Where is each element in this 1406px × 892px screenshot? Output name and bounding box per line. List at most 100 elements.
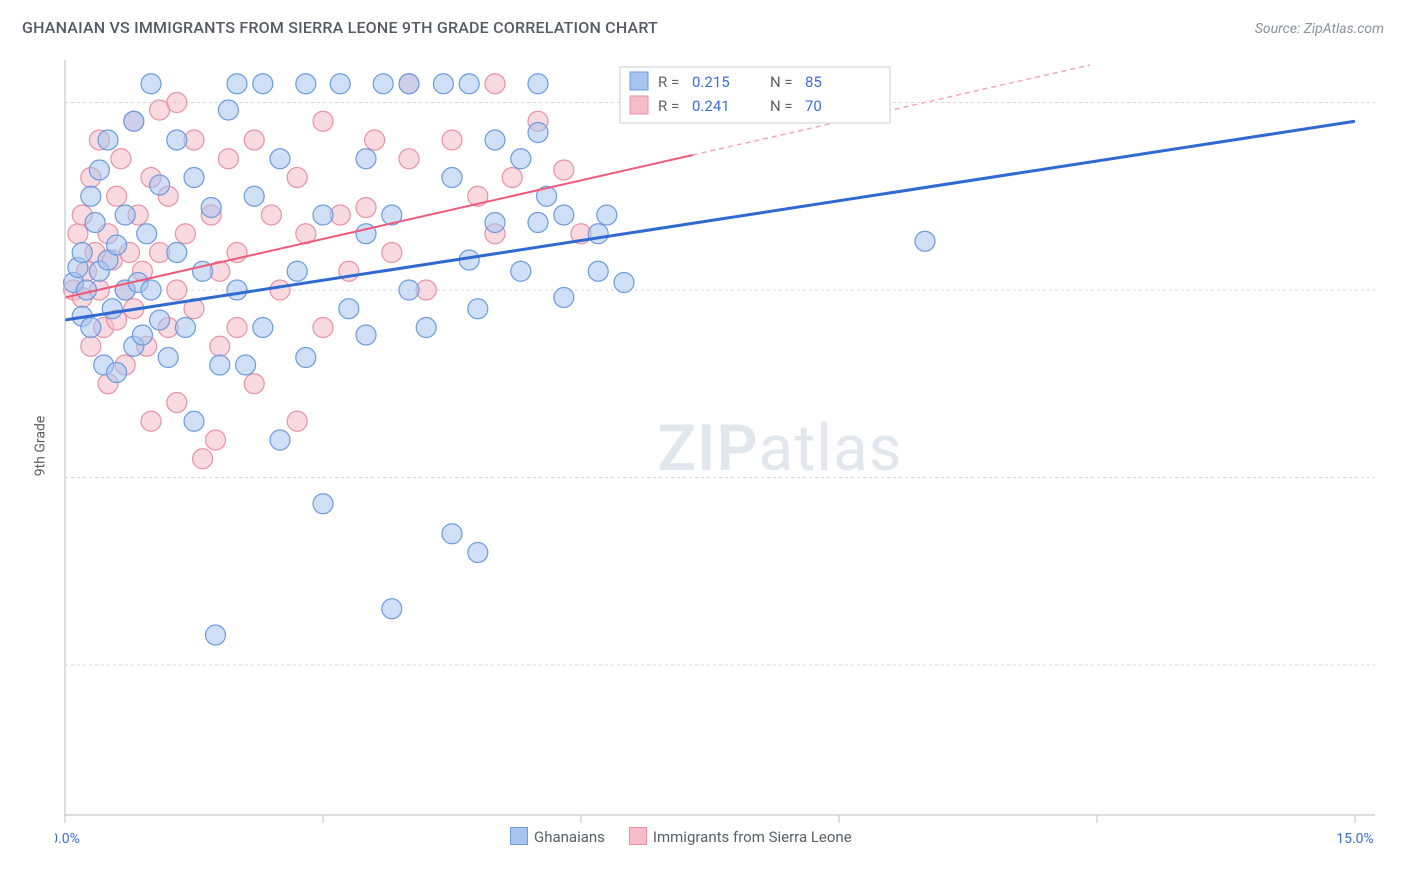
data-point (442, 524, 462, 544)
data-point (175, 224, 195, 244)
data-point (511, 261, 531, 281)
data-point (184, 168, 204, 188)
data-point (468, 543, 488, 563)
data-point (111, 149, 131, 169)
data-point (313, 318, 333, 338)
data-point (365, 130, 385, 150)
data-point (313, 111, 333, 131)
data-point (554, 205, 574, 225)
data-point (72, 243, 92, 263)
legend-swatch (629, 827, 647, 845)
data-point (218, 149, 238, 169)
data-point (102, 299, 122, 319)
source-label: Source: ZipAtlas.com (1255, 21, 1384, 37)
legend-item: Immigrants from Sierra Leone (629, 827, 852, 846)
x-tick-label: 15.0% (1336, 831, 1374, 847)
data-point (253, 74, 273, 94)
data-point (270, 149, 290, 169)
legend-swatch (630, 96, 648, 114)
data-point (107, 186, 127, 206)
data-point (244, 130, 264, 150)
data-point (356, 149, 376, 169)
data-point (77, 280, 97, 300)
legend-item: Ghanaians (510, 827, 605, 846)
data-point (206, 625, 226, 645)
data-point (554, 160, 574, 180)
data-point (137, 224, 157, 244)
data-point (115, 205, 135, 225)
data-point (339, 299, 359, 319)
data-point (270, 430, 290, 450)
data-point (167, 243, 187, 263)
data-point (141, 280, 161, 300)
data-point (313, 494, 333, 514)
data-point (193, 449, 213, 469)
legend-n-value: 70 (805, 97, 822, 115)
data-point (167, 130, 187, 150)
data-point (442, 130, 462, 150)
data-point (167, 393, 187, 413)
data-point (468, 299, 488, 319)
data-point (81, 336, 101, 356)
data-point (502, 168, 522, 188)
data-point (356, 325, 376, 345)
data-point (141, 74, 161, 94)
legend-r-label: R = (658, 73, 679, 91)
data-point (210, 336, 230, 356)
data-point (287, 168, 307, 188)
data-point (433, 74, 453, 94)
data-point (485, 74, 505, 94)
data-point (206, 430, 226, 450)
data-point (399, 74, 419, 94)
legend-label: Ghanaians (534, 828, 605, 846)
data-point (150, 175, 170, 195)
data-point (614, 273, 634, 293)
scatter-plot: 85.0%90.0%95.0%100.0%ZIPatlas0.0%15.0%R … (55, 55, 1375, 855)
data-point (287, 261, 307, 281)
data-point (175, 318, 195, 338)
legend-r-value: 0.241 (692, 97, 730, 115)
data-point (227, 280, 247, 300)
legend-bottom: Ghanaians Immigrants from Sierra Leone (510, 827, 852, 846)
data-point (313, 205, 333, 225)
data-point (485, 213, 505, 233)
data-point (588, 261, 608, 281)
data-point (210, 355, 230, 375)
data-point (184, 411, 204, 431)
data-point (416, 318, 436, 338)
legend-swatch (510, 827, 528, 845)
data-point (89, 160, 109, 180)
data-point (150, 310, 170, 330)
data-point (356, 198, 376, 218)
data-point (485, 130, 505, 150)
data-point (554, 288, 574, 308)
y-axis-label: 9th Grade (32, 416, 48, 477)
data-point (287, 411, 307, 431)
chart-title: GHANAIAN VS IMMIGRANTS FROM SIERRA LEONE… (22, 18, 658, 37)
data-point (382, 243, 402, 263)
data-point (124, 111, 144, 131)
data-point (167, 280, 187, 300)
data-point (253, 318, 273, 338)
data-point (244, 186, 264, 206)
data-point (244, 374, 264, 394)
data-point (296, 74, 316, 94)
data-point (511, 149, 531, 169)
title-row: GHANAIAN VS IMMIGRANTS FROM SIERRA LEONE… (22, 18, 1384, 37)
data-point (528, 74, 548, 94)
data-point (158, 348, 178, 368)
data-point (218, 100, 238, 120)
data-point (236, 355, 256, 375)
data-point (442, 168, 462, 188)
legend-n-value: 85 (805, 73, 822, 91)
data-point (98, 130, 118, 150)
data-point (201, 198, 221, 218)
data-point (132, 325, 152, 345)
legend-n-label: N = (770, 97, 793, 115)
data-point (382, 599, 402, 619)
data-point (528, 123, 548, 143)
data-point (227, 74, 247, 94)
legend-r-label: R = (658, 97, 679, 115)
data-point (597, 205, 617, 225)
data-point (141, 411, 161, 431)
